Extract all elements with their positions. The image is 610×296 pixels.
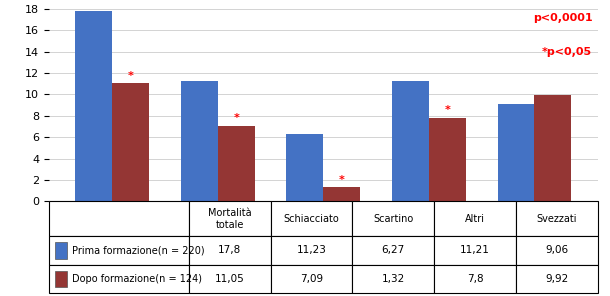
Text: *: * bbox=[127, 70, 134, 81]
Bar bbox=[534, 95, 572, 201]
Bar bbox=[189, 201, 271, 236]
Bar bbox=[353, 265, 434, 293]
Bar bbox=[181, 81, 218, 201]
Bar bbox=[56, 242, 68, 259]
Text: 7,8: 7,8 bbox=[467, 274, 483, 284]
Bar bbox=[49, 201, 189, 236]
Bar bbox=[218, 126, 255, 201]
Bar bbox=[56, 271, 68, 287]
Text: p<0,0001: p<0,0001 bbox=[533, 13, 592, 23]
Bar bbox=[498, 104, 534, 201]
Bar bbox=[353, 236, 434, 265]
Text: Prima formazione(n = 220): Prima formazione(n = 220) bbox=[72, 245, 204, 255]
Text: 9,92: 9,92 bbox=[545, 274, 569, 284]
Bar bbox=[323, 187, 361, 201]
Text: 11,21: 11,21 bbox=[460, 245, 490, 255]
Bar bbox=[75, 11, 112, 201]
Bar bbox=[434, 236, 516, 265]
Bar bbox=[392, 81, 429, 201]
Text: Altri: Altri bbox=[465, 214, 485, 224]
Text: *: * bbox=[233, 113, 239, 123]
Text: 7,09: 7,09 bbox=[300, 274, 323, 284]
Bar bbox=[189, 265, 271, 293]
Text: *p<0,05: *p<0,05 bbox=[542, 47, 592, 57]
Bar bbox=[49, 265, 189, 293]
Text: *: * bbox=[445, 105, 450, 115]
Bar bbox=[434, 265, 516, 293]
Bar bbox=[271, 265, 353, 293]
Text: 1,32: 1,32 bbox=[382, 274, 405, 284]
Bar bbox=[286, 134, 323, 201]
Bar bbox=[271, 236, 353, 265]
Text: 17,8: 17,8 bbox=[218, 245, 242, 255]
Bar bbox=[429, 118, 466, 201]
Text: Schiacciato: Schiacciato bbox=[284, 214, 339, 224]
Bar bbox=[516, 265, 598, 293]
Bar bbox=[516, 201, 598, 236]
Text: 6,27: 6,27 bbox=[382, 245, 405, 255]
Text: Dopo formazione(n = 124): Dopo formazione(n = 124) bbox=[72, 274, 202, 284]
Text: 11,23: 11,23 bbox=[296, 245, 326, 255]
Bar bbox=[112, 83, 149, 201]
Text: *: * bbox=[339, 175, 345, 185]
Text: Scartino: Scartino bbox=[373, 214, 414, 224]
Bar bbox=[49, 236, 189, 265]
Text: Mortalità
totale: Mortalità totale bbox=[208, 208, 251, 230]
Bar bbox=[353, 201, 434, 236]
Bar bbox=[516, 236, 598, 265]
Text: Svezzati: Svezzati bbox=[537, 214, 577, 224]
Text: 9,06: 9,06 bbox=[545, 245, 569, 255]
Bar bbox=[434, 201, 516, 236]
Bar bbox=[271, 201, 353, 236]
Bar bbox=[189, 236, 271, 265]
Text: 11,05: 11,05 bbox=[215, 274, 245, 284]
